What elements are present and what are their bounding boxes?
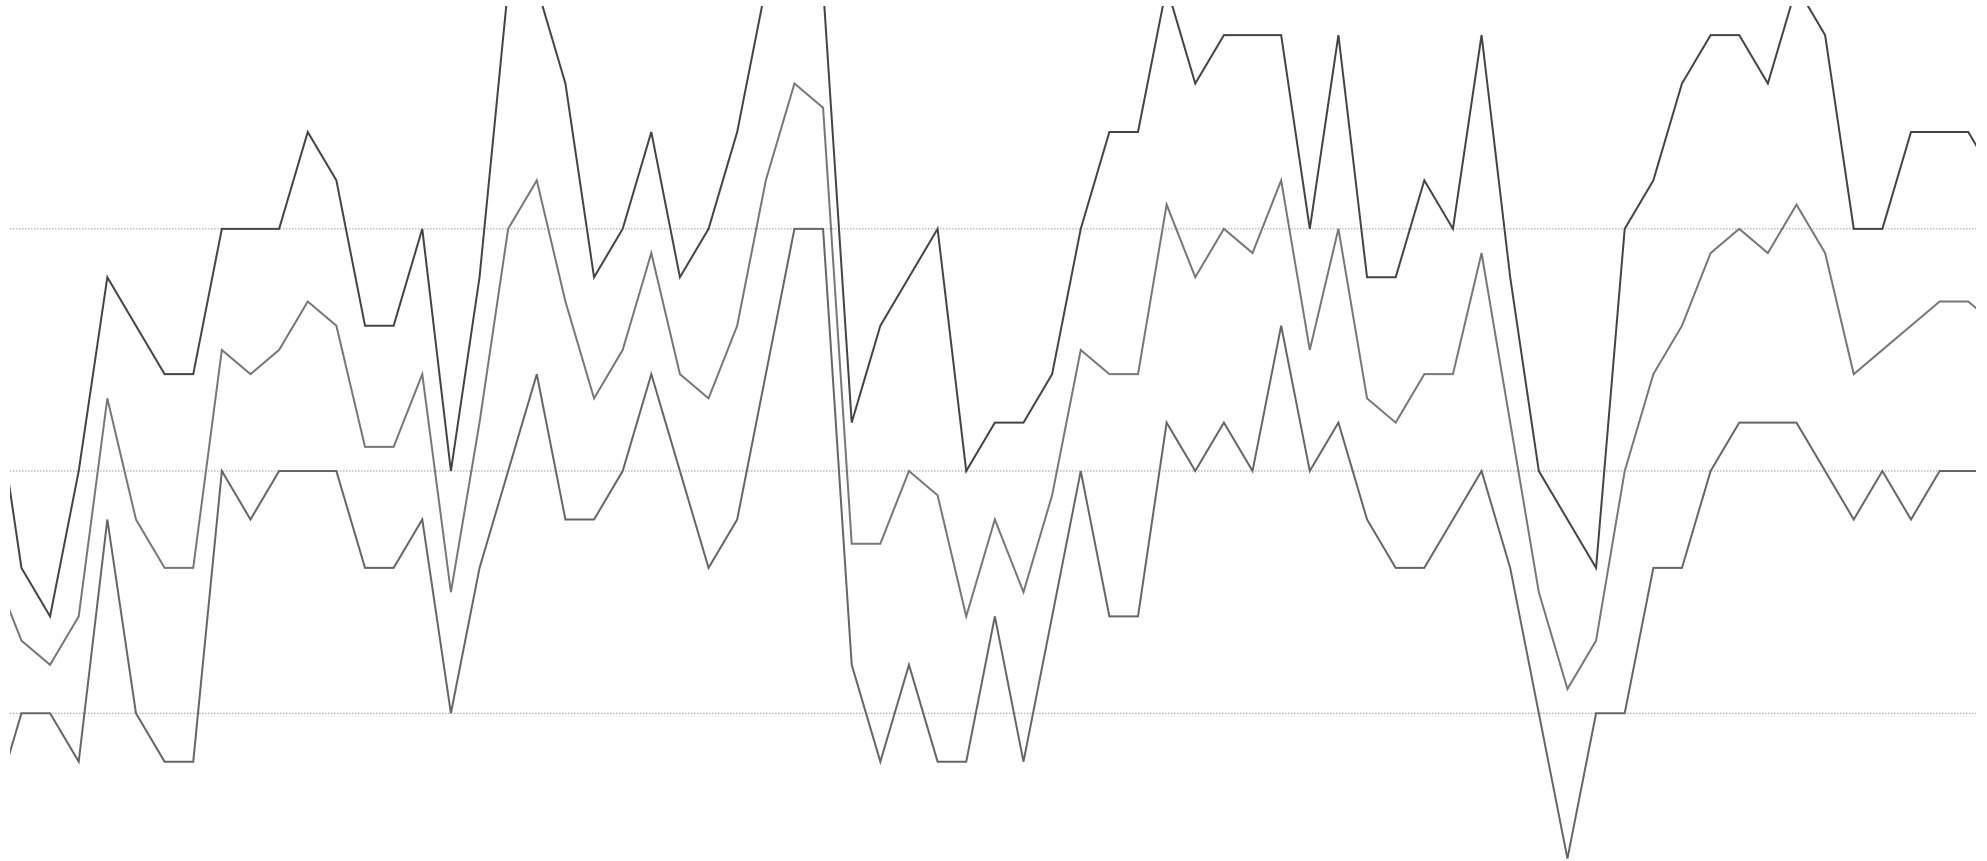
line-series xyxy=(10,81,1976,692)
line-series xyxy=(10,227,1976,859)
line-series xyxy=(10,6,1976,620)
